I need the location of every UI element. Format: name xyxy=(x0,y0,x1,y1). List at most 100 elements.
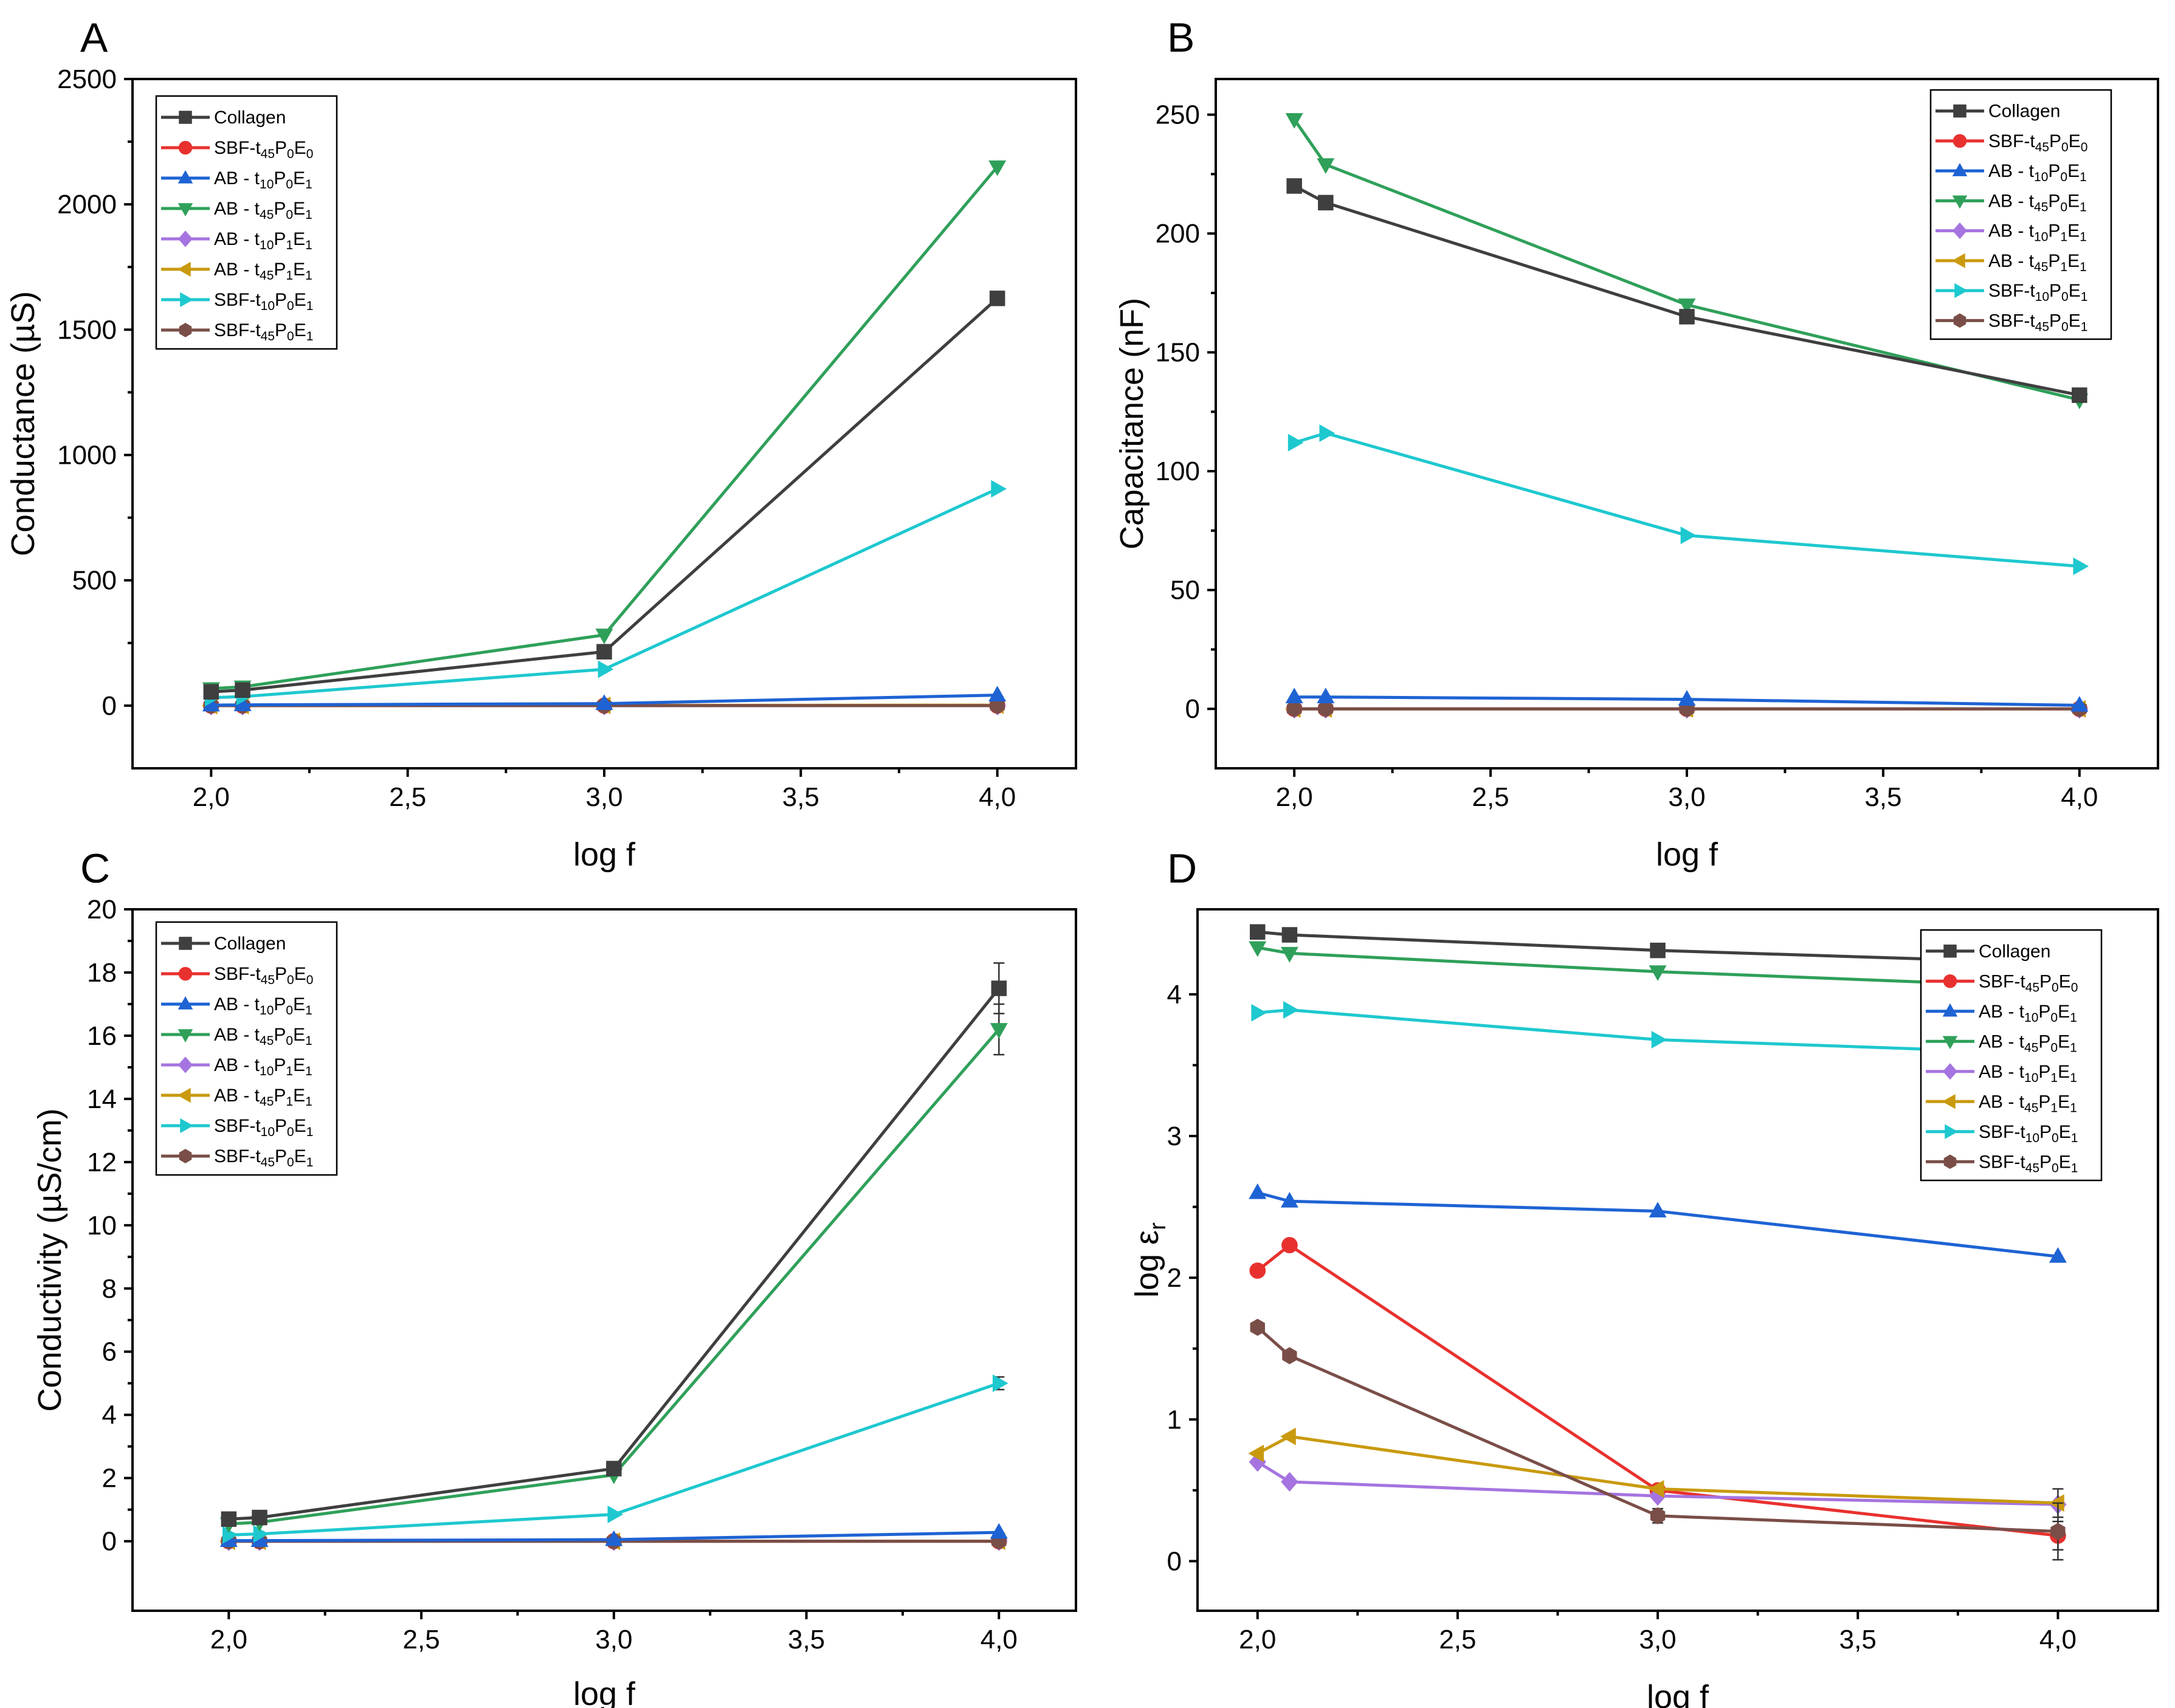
legend-label-subscript: 0 xyxy=(306,147,314,161)
legend-item: AB - t10P0E1 xyxy=(161,994,312,1018)
legend-label-subscript: 0 xyxy=(2060,170,2067,184)
series-ab-t10p0e1 xyxy=(1249,1183,2067,1263)
legend-label-subscript: 1 xyxy=(2060,230,2067,244)
legend-label-part: P xyxy=(2048,221,2060,241)
series-line xyxy=(211,694,998,707)
data-point xyxy=(988,160,1007,176)
panel-letter: C xyxy=(80,845,110,892)
legend-item: AB - t10P1E1 xyxy=(1926,1062,2077,1085)
series-line xyxy=(1294,432,2080,568)
legend-label-part: SBF-t xyxy=(214,1116,261,1136)
x-tick-label: 2,0 xyxy=(193,782,230,812)
data-point xyxy=(1280,1191,1298,1208)
legend-label-subscript: 0 xyxy=(2061,320,2069,334)
x-tick-label: 4,0 xyxy=(2061,782,2098,812)
legend-swatch-marker xyxy=(1951,253,1965,269)
legend-label: AB - t45P0E1 xyxy=(1988,191,2087,214)
x-axis-title: log f xyxy=(1647,1679,1709,1708)
data-point xyxy=(1287,433,1304,452)
legend-label-part: SBF-t xyxy=(214,138,261,158)
legend-label-part: E xyxy=(293,1055,305,1075)
y-tick-label: 1 xyxy=(1167,1405,1182,1434)
y-tick-label: 16 xyxy=(87,1021,117,1051)
legend-swatch-marker xyxy=(179,1149,192,1163)
series-line xyxy=(211,165,999,690)
legend-swatch-marker xyxy=(179,111,192,124)
legend-label-subscript: 10 xyxy=(2034,170,2048,184)
legend-label-part: E xyxy=(2069,281,2081,301)
legend-label-part: SBF-t xyxy=(1988,281,2035,301)
legend-label-part: P xyxy=(274,199,286,219)
legend-label-part: AB - t xyxy=(214,260,260,280)
data-point xyxy=(235,682,250,698)
legend-label-subscript: 0 xyxy=(2060,200,2067,214)
legend-item: AB - t45P1E1 xyxy=(161,1086,312,1109)
data-point xyxy=(1650,1507,1666,1524)
legend-label-part: P xyxy=(274,168,286,188)
legend-label-part: E xyxy=(293,199,305,219)
data-point xyxy=(1285,687,1303,704)
legend-item: AB - t45P0E1 xyxy=(1926,1031,2077,1055)
y-tick-label: 50 xyxy=(1170,576,1200,605)
legend-swatch-marker xyxy=(1943,1063,1957,1080)
legend-label-part: SBF-t xyxy=(1979,1152,2025,1172)
x-tick-label: 3,5 xyxy=(1864,782,1901,812)
y-tick-label: 12 xyxy=(87,1148,117,1177)
legend-label: AB - t10P1E1 xyxy=(214,229,312,252)
legend-label-subscript: 1 xyxy=(306,329,314,343)
y-tick-label: 250 xyxy=(1156,100,1200,130)
legend-label-subscript: 45 xyxy=(2035,140,2049,154)
legend-label-part: SBF-t xyxy=(1988,311,2035,331)
legend-label-subscript: 1 xyxy=(305,177,312,191)
y-tick-label: 4 xyxy=(102,1400,117,1430)
legend-swatch-marker xyxy=(1954,283,1968,298)
legend-label-part: E xyxy=(2059,971,2071,991)
legend-swatch-marker xyxy=(1942,1003,1958,1017)
plot-frame xyxy=(1196,908,2159,1612)
legend-label-part: P xyxy=(275,320,287,340)
legend-label: SBF-t45P0E0 xyxy=(214,138,313,161)
legend-label-part: E xyxy=(294,320,306,340)
legend-label-subscript: 45 xyxy=(2024,1041,2038,1055)
legend-swatch-marker xyxy=(1952,163,1968,176)
legend-label-part: AB - t xyxy=(1988,191,2035,211)
series-line xyxy=(1257,930,2058,965)
legend-label-part: P xyxy=(2039,1152,2052,1172)
data-point xyxy=(1250,1318,1265,1336)
data-point xyxy=(1285,113,1303,129)
legend-label-part: AB - t xyxy=(1988,221,2035,241)
legend-label-subscript: 1 xyxy=(2070,1101,2077,1115)
legend-label-part: P xyxy=(275,290,287,310)
legend-label-subscript: 0 xyxy=(2061,290,2069,304)
legend-item: SBF-t10P0E1 xyxy=(1926,1122,2078,1145)
data-point xyxy=(991,980,1007,996)
legend-label-subscript: 0 xyxy=(287,973,294,987)
x-tick-label: 4,0 xyxy=(2039,1625,2077,1655)
y-tick-label: 0 xyxy=(102,691,117,721)
legend-label-part: AB - t xyxy=(1979,1062,2025,1082)
legend-label-subscript: 0 xyxy=(2061,140,2069,154)
x-tick-label: 2,0 xyxy=(1276,782,1313,812)
y-axis-title: Conductivity (µS/cm) xyxy=(32,1108,68,1411)
legend-swatch-marker xyxy=(178,966,193,981)
series-collagen xyxy=(221,962,1007,1527)
y-tick-label: 0 xyxy=(1185,694,1200,724)
legend-box xyxy=(155,921,338,1176)
legend-swatch-marker xyxy=(179,937,192,950)
data-point xyxy=(1318,195,1334,211)
legend-label: SBF-t10P0E1 xyxy=(1979,1122,2078,1145)
legend-label-part: AB - t xyxy=(214,199,260,219)
legend-label: SBF-t45P0E0 xyxy=(214,964,313,987)
legend-label-part: P xyxy=(275,1116,287,1136)
legend-label-subscript: 0 xyxy=(286,208,293,222)
legend-label-part: E xyxy=(293,1025,305,1045)
legend-label-part: E xyxy=(2067,161,2080,181)
legend-label-part: AB - t xyxy=(214,1086,260,1106)
legend-item: Collagen xyxy=(161,934,286,954)
series-line xyxy=(1257,1191,2058,1258)
legend-label: SBF-t45P0E1 xyxy=(1988,311,2087,334)
legend-item: AB - t10P0E1 xyxy=(1935,161,2087,184)
legend-box xyxy=(1929,89,2112,340)
legend-swatch-marker xyxy=(180,292,194,308)
